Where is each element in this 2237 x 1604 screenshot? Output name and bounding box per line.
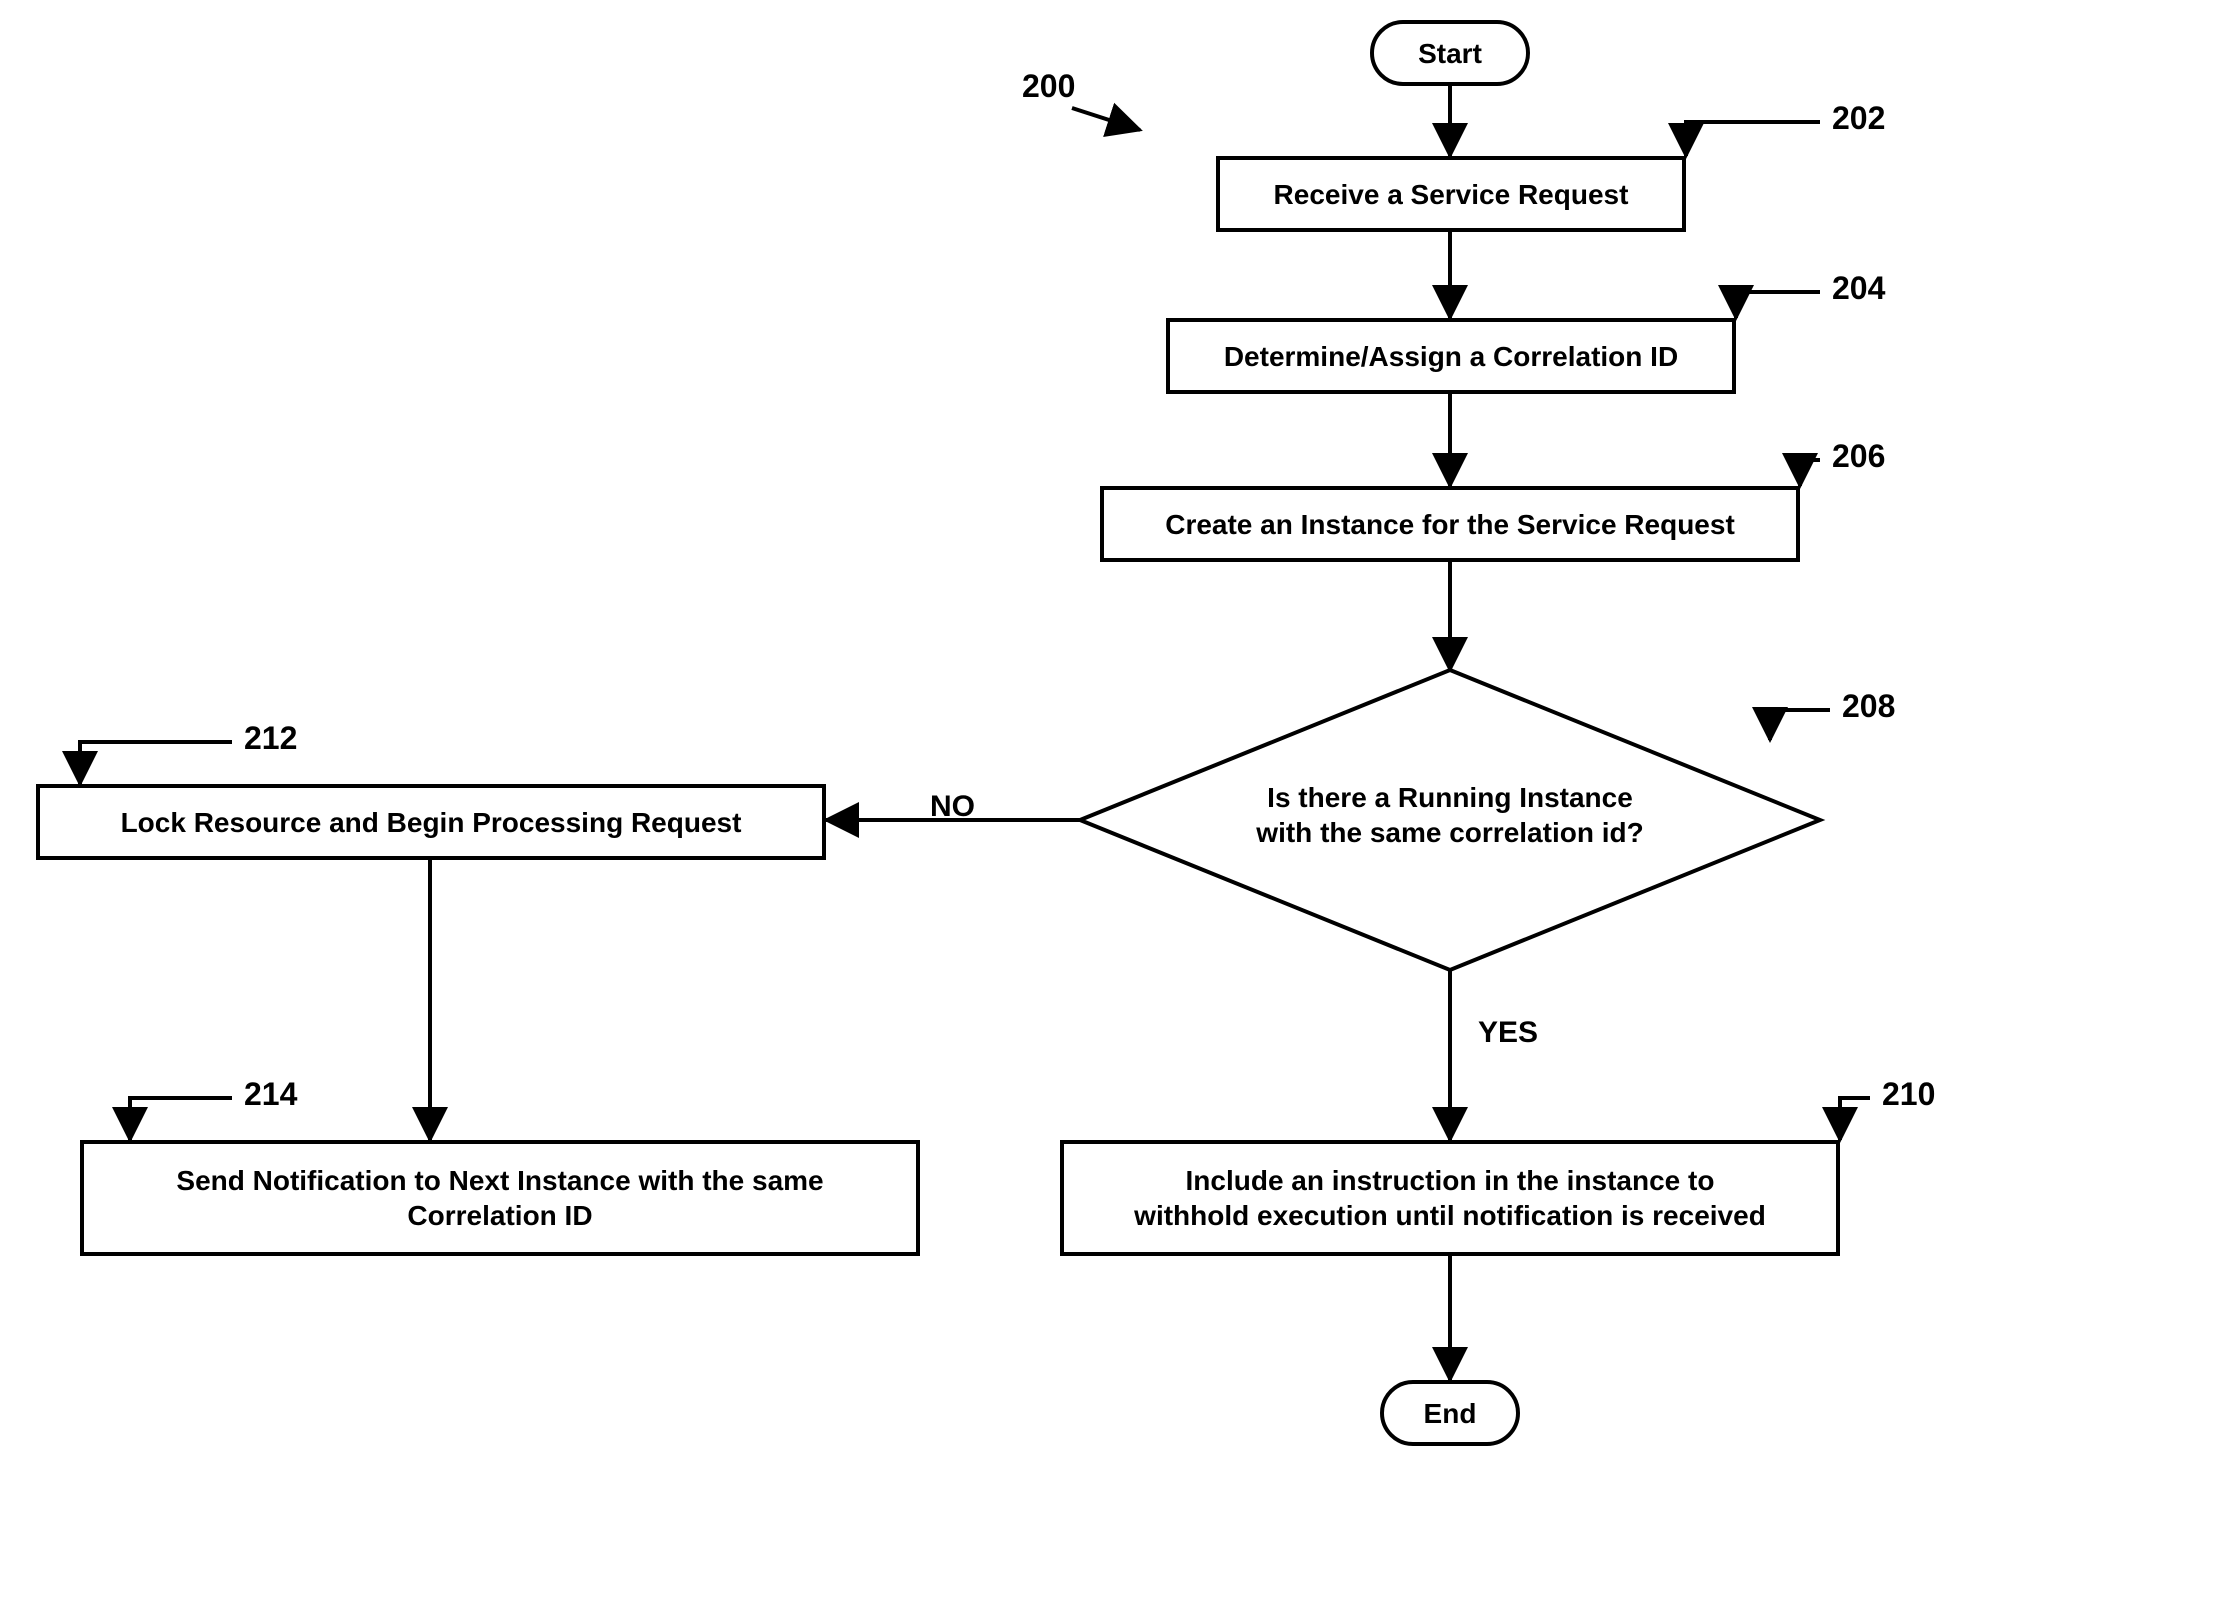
process-lock-resource: Lock Resource and Begin Processing Reque… bbox=[36, 784, 826, 860]
ref-202: 202 bbox=[1832, 100, 1885, 137]
ref-214: 214 bbox=[244, 1076, 297, 1113]
end-label: End bbox=[1424, 1396, 1477, 1431]
ref-200: 200 bbox=[1022, 68, 1075, 105]
ref-208: 208 bbox=[1842, 688, 1895, 725]
ref-212: 212 bbox=[244, 720, 297, 757]
ref-210: 210 bbox=[1882, 1076, 1935, 1113]
n214-label: Send Notification to Next Instance with … bbox=[176, 1163, 823, 1233]
n204-label: Determine/Assign a Correlation ID bbox=[1224, 339, 1678, 374]
flowchart-canvas: Start Receive a Service Request Determin… bbox=[0, 0, 2237, 1604]
n210-label: Include an instruction in the instance t… bbox=[1134, 1163, 1766, 1233]
ref-204: 204 bbox=[1832, 270, 1885, 307]
process-assign-correlation-id: Determine/Assign a Correlation ID bbox=[1166, 318, 1736, 394]
decision-running-instance-text: Is there a Running Instancewith the same… bbox=[1190, 780, 1710, 850]
process-withhold-execution: Include an instruction in the instance t… bbox=[1060, 1140, 1840, 1256]
process-send-notification: Send Notification to Next Instance with … bbox=[80, 1140, 920, 1256]
process-receive-request: Receive a Service Request bbox=[1216, 156, 1686, 232]
process-create-instance: Create an Instance for the Service Reque… bbox=[1100, 486, 1800, 562]
start-label: Start bbox=[1418, 36, 1482, 71]
ref-206: 206 bbox=[1832, 438, 1885, 475]
edge-label-yes: YES bbox=[1478, 1016, 1538, 1050]
n202-label: Receive a Service Request bbox=[1274, 177, 1629, 212]
n212-label: Lock Resource and Begin Processing Reque… bbox=[121, 805, 742, 840]
edge-label-no: NO bbox=[930, 790, 975, 824]
end-node: End bbox=[1380, 1380, 1520, 1446]
start-node: Start bbox=[1370, 20, 1530, 86]
n206-label: Create an Instance for the Service Reque… bbox=[1165, 507, 1735, 542]
